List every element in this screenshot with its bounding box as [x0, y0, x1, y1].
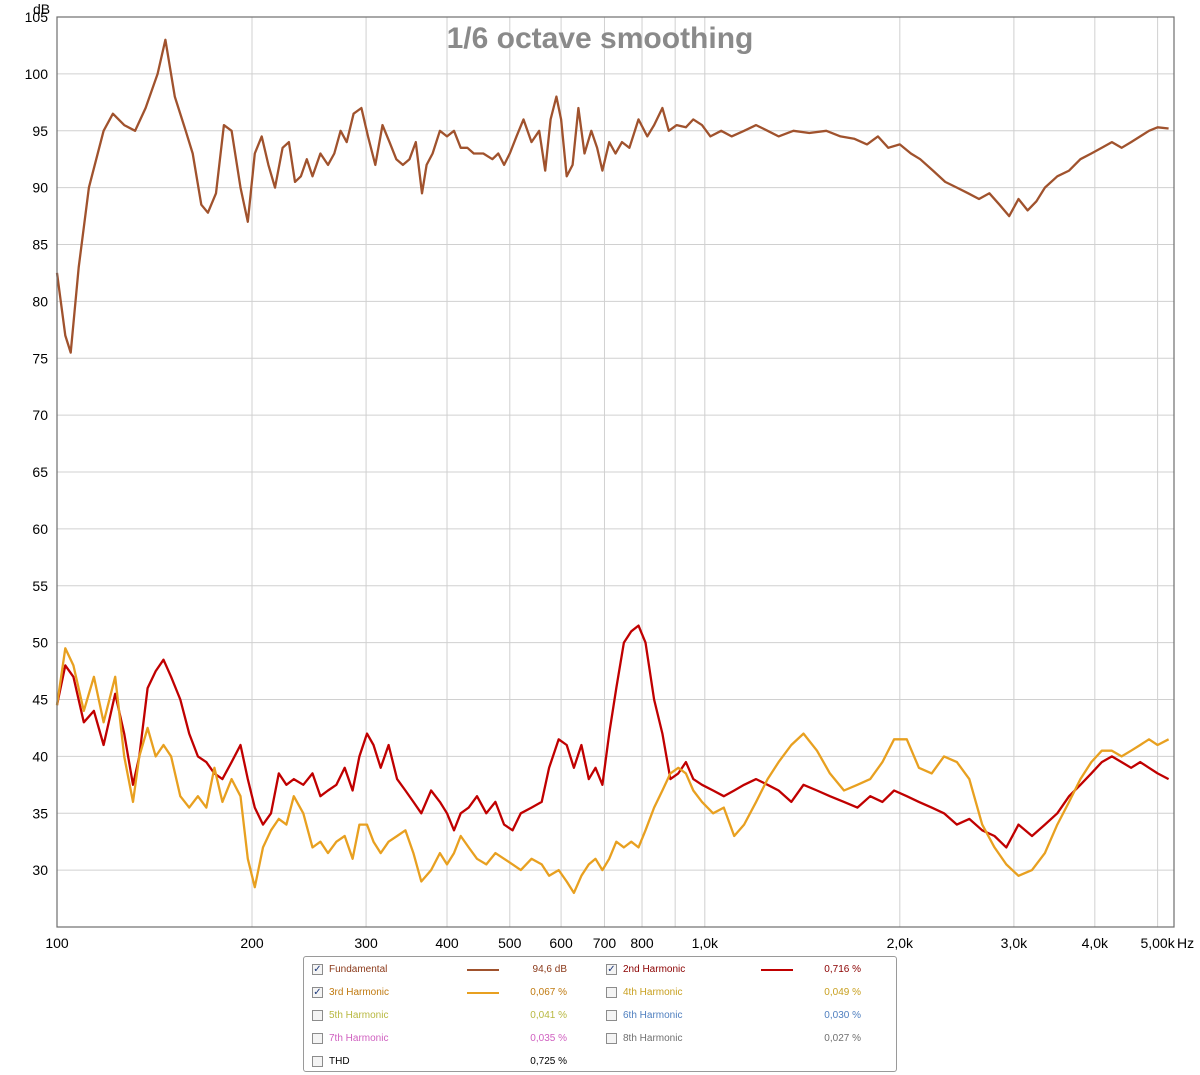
y-tick-labels: 30 35 40 45 50 55 60 65 70 75 80 85 90 95 100 105 [25, 9, 49, 878]
series-line-fundamental [55, 38, 1169, 354]
legend-value: 0,725 % [530, 1056, 567, 1067]
legend-label: 4th Harmonic [623, 987, 683, 998]
legend-checkbox[interactable] [312, 1010, 323, 1021]
y-axis-unit: dB [33, 1, 50, 17]
y-tick-label: 95 [32, 123, 48, 139]
x-tick-label: 100 [45, 935, 69, 951]
legend-label: 8th Harmonic [623, 1033, 683, 1044]
legend-value: 0,035 % [530, 1033, 567, 1044]
x-tick-label: 400 [435, 935, 459, 951]
y-tick-label: 100 [25, 66, 49, 82]
legend-item-8th-harmonic[interactable]: 8th Harmonic 0,027 % [606, 1032, 896, 1048]
legend-value: 94,6 dB [532, 964, 567, 975]
y-tick-label: 90 [32, 180, 48, 196]
x-tick-label: 2,0k [887, 935, 914, 951]
legend-checkbox[interactable]: ✓ [312, 987, 323, 998]
x-tick-label: 4,0k [1082, 935, 1109, 951]
chart-title: 1/6 octave smoothing [447, 22, 754, 55]
series-lines [55, 38, 1170, 895]
legend-checkbox[interactable] [606, 987, 617, 998]
legend-value: 0,049 % [824, 987, 861, 998]
y-tick-label: 70 [32, 407, 48, 423]
y-tick-label: 55 [32, 578, 48, 594]
legend-panel: ✓ Fundamental 94,6 dB ✓ 2nd Harmonic 0,716 % ✓… [303, 956, 897, 1072]
y-tick-label: 45 [32, 692, 48, 708]
legend-line-swatch [467, 969, 499, 971]
legend-item-2nd-harmonic[interactable]: ✓ 2nd Harmonic 0,716 % [606, 963, 896, 979]
y-tick-label: 50 [32, 635, 48, 651]
legend-checkbox[interactable] [312, 1033, 323, 1044]
legend-item-5th-harmonic[interactable]: 5th Harmonic 0,041 % [312, 1009, 602, 1025]
x-tick-label: 3,0k [1001, 935, 1028, 951]
x-tick-label: 5,00k [1140, 935, 1175, 951]
legend-checkbox[interactable] [312, 1056, 323, 1067]
legend-label: THD [329, 1056, 350, 1067]
y-tick-label: 65 [32, 464, 48, 480]
legend-line-swatch [467, 992, 499, 994]
y-tick-label: 60 [32, 521, 48, 537]
legend-checkbox[interactable]: ✓ [606, 964, 617, 975]
legend-value: 0,716 % [824, 964, 861, 975]
legend-checkbox[interactable] [606, 1033, 617, 1044]
legend-value: 0,027 % [824, 1033, 861, 1044]
legend-value: 0,041 % [530, 1010, 567, 1021]
y-tick-label: 105 [25, 9, 49, 25]
legend-checkbox[interactable]: ✓ [312, 964, 323, 975]
legend-item-thd[interactable]: THD 0,725 % [312, 1055, 602, 1071]
chart: 100 200 300 400 500 600 700 800 1,0k 2,0k 3,0k 4,0k… [25, 1, 1194, 951]
x-tick-label: 1,0k [692, 935, 719, 951]
legend-item-6th-harmonic[interactable]: 6th Harmonic 0,030 % [606, 1009, 896, 1025]
legend-label: Fundamental [329, 964, 388, 975]
legend-label: 3rd Harmonic [329, 987, 390, 998]
y-tick-label: 85 [32, 237, 48, 253]
legend-label: 5th Harmonic [329, 1010, 389, 1021]
y-tick-label: 75 [32, 350, 48, 366]
x-tick-label: 200 [240, 935, 264, 951]
y-tick-label: 30 [32, 862, 48, 878]
legend-item-3rd-harmonic[interactable]: ✓ 3rd Harmonic 0,067 % [312, 986, 602, 1002]
legend-item-7th-harmonic[interactable]: 7th Harmonic 0,035 % [312, 1032, 602, 1048]
x-tick-label: 800 [630, 935, 654, 951]
x-tick-label: 700 [593, 935, 617, 951]
x-tick-label: 300 [354, 935, 378, 951]
x-axis-unit: Hz [1177, 935, 1194, 951]
plot-frame [56, 16, 1175, 928]
x-tick-label: 500 [498, 935, 522, 951]
legend-item-fundamental[interactable]: ✓ Fundamental 94,6 dB [312, 963, 602, 979]
legend-value: 0,030 % [824, 1010, 861, 1021]
legend-value: 0,067 % [530, 987, 567, 998]
legend-item-4th-harmonic[interactable]: 4th Harmonic 0,049 % [606, 986, 896, 1002]
series-line-3rd-harmonic [55, 647, 1170, 895]
legend-line-swatch [761, 969, 793, 971]
legend-checkbox[interactable] [606, 1010, 617, 1021]
x-tick-label: 600 [549, 935, 573, 951]
y-tick-label: 40 [32, 748, 48, 764]
legend-label: 2nd Harmonic [623, 964, 686, 975]
y-tick-label: 35 [32, 805, 48, 821]
x-tick-labels: 100 200 300 400 500 600 700 800 1,0k 2,0k 3,0k 4,0k… [45, 935, 1175, 951]
series-line-2nd-harmonic [55, 624, 1170, 849]
legend-label: 6th Harmonic [623, 1010, 683, 1021]
y-tick-label: 80 [32, 293, 48, 309]
legend-label: 7th Harmonic [329, 1033, 389, 1044]
